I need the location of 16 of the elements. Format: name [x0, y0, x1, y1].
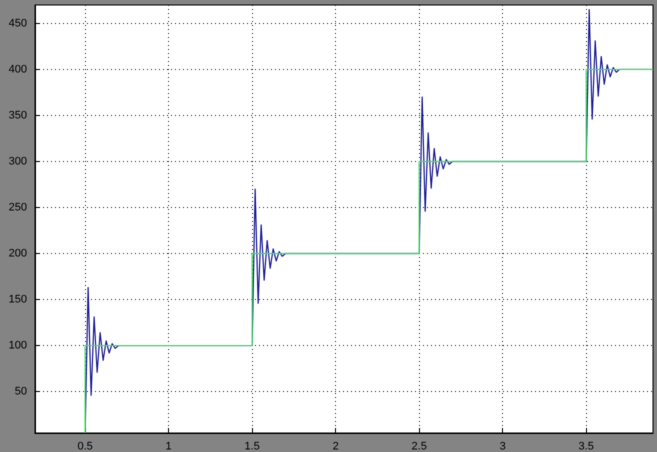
x-tick-label: 2 [332, 440, 339, 452]
y-tick-label: 300 [8, 155, 27, 168]
x-tick-label: 1.5 [244, 440, 260, 452]
x-tick-label: 3.5 [578, 440, 594, 452]
y-tick-label: 100 [8, 340, 27, 352]
y-tick-label: 250 [8, 201, 27, 214]
y-tick-label: 400 [8, 63, 27, 76]
x-tick-label: 0.5 [77, 440, 93, 452]
y-tick-label: 50 [14, 386, 27, 398]
y-tick-label: 150 [8, 294, 27, 306]
x-tick-label: 3 [500, 440, 506, 452]
y-tick-label: 350 [8, 109, 27, 122]
y-tick-label: 200 [8, 248, 27, 260]
x-tick-label: 1 [166, 440, 172, 452]
x-tick-label: 2.5 [412, 440, 427, 452]
y-tick-label: 450 [8, 17, 27, 30]
